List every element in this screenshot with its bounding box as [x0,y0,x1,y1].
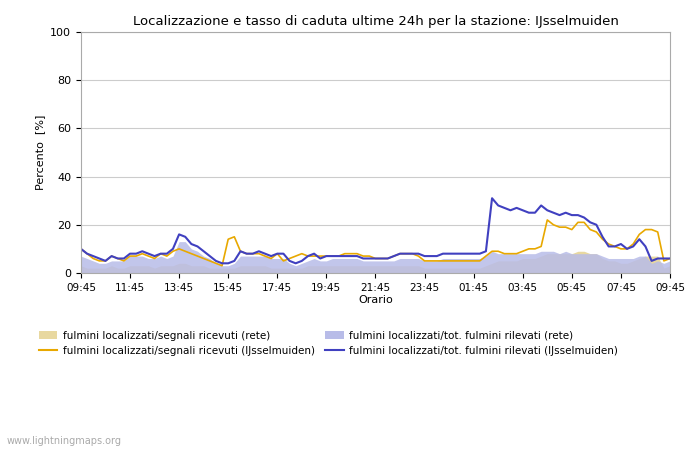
Y-axis label: Percento  [%]: Percento [%] [34,115,45,190]
Text: www.lightningmaps.org: www.lightningmaps.org [7,436,122,446]
X-axis label: Orario: Orario [358,296,393,306]
Title: Localizzazione e tasso di caduta ultime 24h per la stazione: IJsselmuiden: Localizzazione e tasso di caduta ultime … [132,15,618,28]
Legend: fulmini localizzati/segnali ricevuti (rete), fulmini localizzati/segnali ricevut: fulmini localizzati/segnali ricevuti (re… [34,326,622,360]
